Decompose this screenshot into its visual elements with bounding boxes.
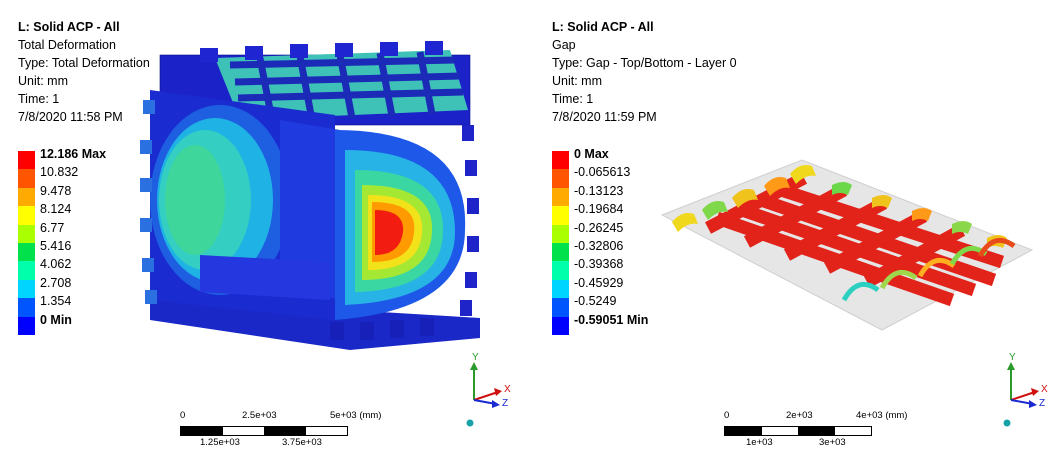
legend-label: -0.19684 <box>574 202 624 217</box>
scale-subtick: 3.75e+03 <box>282 437 322 448</box>
legend-label: -0.13123 <box>574 183 624 198</box>
scale-subtick: 3e+03 <box>819 437 846 448</box>
legend-label: -0.26245 <box>574 220 624 235</box>
legend-swatch <box>18 279 35 299</box>
analysis-title: L: Solid ACP - All <box>18 20 120 34</box>
result-date: 7/8/2020 11:58 PM <box>18 110 123 124</box>
legend-color-bar <box>18 151 35 335</box>
legend-swatch <box>552 242 569 262</box>
result-name: Total Deformation <box>18 38 116 52</box>
scale-tick: 0 <box>180 410 186 421</box>
axis-y-label: Y <box>1009 352 1016 363</box>
legend-label: 0 Min <box>40 312 72 327</box>
legend-swatch <box>552 298 569 317</box>
scale-tick: 2.5e+03 <box>242 410 277 421</box>
legend-label: -0.065613 <box>574 165 631 180</box>
legend-label: -0.5249 <box>574 294 617 309</box>
axis-triad[interactable]: Y X Z <box>997 352 1057 442</box>
result-name: Gap <box>552 38 576 52</box>
legend-label: -0.32806 <box>574 238 624 253</box>
legend-label: 1.354 <box>40 294 72 309</box>
scale-tick: 4e+03 (mm) <box>856 410 908 421</box>
axis-y-label: Y <box>472 352 479 363</box>
legend-swatch <box>18 261 35 280</box>
legend-labels: 12.186 Max 10.832 9.478 8.124 6.77 5.416 4.062… <box>40 145 106 329</box>
axis-x-label: X <box>1041 384 1048 395</box>
result-date: 7/8/2020 11:59 PM <box>552 110 657 124</box>
result-time: Time: 1 <box>552 92 594 106</box>
legend-label: 8.124 <box>40 202 72 217</box>
scale-tick: 0 <box>724 410 730 421</box>
legend-label: -0.39368 <box>574 257 624 272</box>
legend-label: 10.832 <box>40 165 79 180</box>
legend-swatch <box>18 224 35 243</box>
legend-color-bar <box>552 151 569 335</box>
axis-z-label: Z <box>502 398 509 409</box>
axis-triad[interactable]: Y X Z <box>460 352 520 442</box>
scale-tick: 5e+03 (mm) <box>330 410 382 421</box>
legend-label: 0 Max <box>574 147 609 161</box>
legend-swatch <box>552 187 569 207</box>
scale-bar <box>180 426 348 436</box>
legend-swatch <box>552 169 569 188</box>
legend-swatch <box>552 206 569 225</box>
legend-swatch <box>552 316 569 335</box>
axis-z-label: Z <box>1039 398 1046 409</box>
legend-swatch <box>18 298 35 317</box>
legend-label: 2.708 <box>40 275 72 290</box>
legend-swatch <box>18 206 35 225</box>
legend-label: 5.416 <box>40 238 72 253</box>
result-time: Time: 1 <box>18 92 60 106</box>
analysis-title: L: Solid ACP - All <box>552 20 654 34</box>
legend-swatch <box>552 151 569 170</box>
legend-label: -0.59051 Min <box>574 312 649 327</box>
legend-swatch <box>18 242 35 262</box>
legend-label: 9.478 <box>40 183 72 198</box>
legend-swatch <box>18 151 35 170</box>
scale-subtick: 1e+03 <box>746 437 773 448</box>
viewport-gap[interactable]: L: Solid ACP - All Gap Type: Gap - Top/B… <box>532 0 1063 450</box>
legend-swatch <box>552 279 569 299</box>
result-info: L: Solid ACP - All Total Deformation Typ… <box>18 18 150 126</box>
scale-bar <box>724 426 872 436</box>
viewport-total-deformation[interactable]: L: Solid ACP - All Total Deformation Typ… <box>0 0 530 450</box>
legend-swatch <box>18 316 35 335</box>
legend-swatch <box>552 224 569 243</box>
result-type: Type: Gap - Top/Bottom - Layer 0 <box>552 56 737 70</box>
legend-swatch <box>552 261 569 280</box>
legend-label: 4.062 <box>40 257 72 272</box>
legend-label: -0.45929 <box>574 275 624 290</box>
legend-swatch <box>18 169 35 188</box>
legend-label: 6.77 <box>40 220 65 235</box>
result-unit: Unit: mm <box>18 74 68 88</box>
result-type: Type: Total Deformation <box>18 56 150 70</box>
gap-model-view[interactable] <box>532 0 1063 450</box>
result-info: L: Solid ACP - All Gap Type: Gap - Top/B… <box>552 18 737 126</box>
legend-labels: 0 Max -0.065613 -0.13123 -0.19684 -0.26245 -0… <box>574 145 648 329</box>
result-unit: Unit: mm <box>552 74 602 88</box>
legend-swatch <box>18 187 35 207</box>
scale-subtick: 1.25e+03 <box>200 437 240 448</box>
scale-tick: 2e+03 <box>786 410 813 421</box>
deformation-model-view[interactable] <box>0 0 530 450</box>
legend-label: 12.186 Max <box>40 147 107 161</box>
axis-x-label: X <box>504 384 511 395</box>
